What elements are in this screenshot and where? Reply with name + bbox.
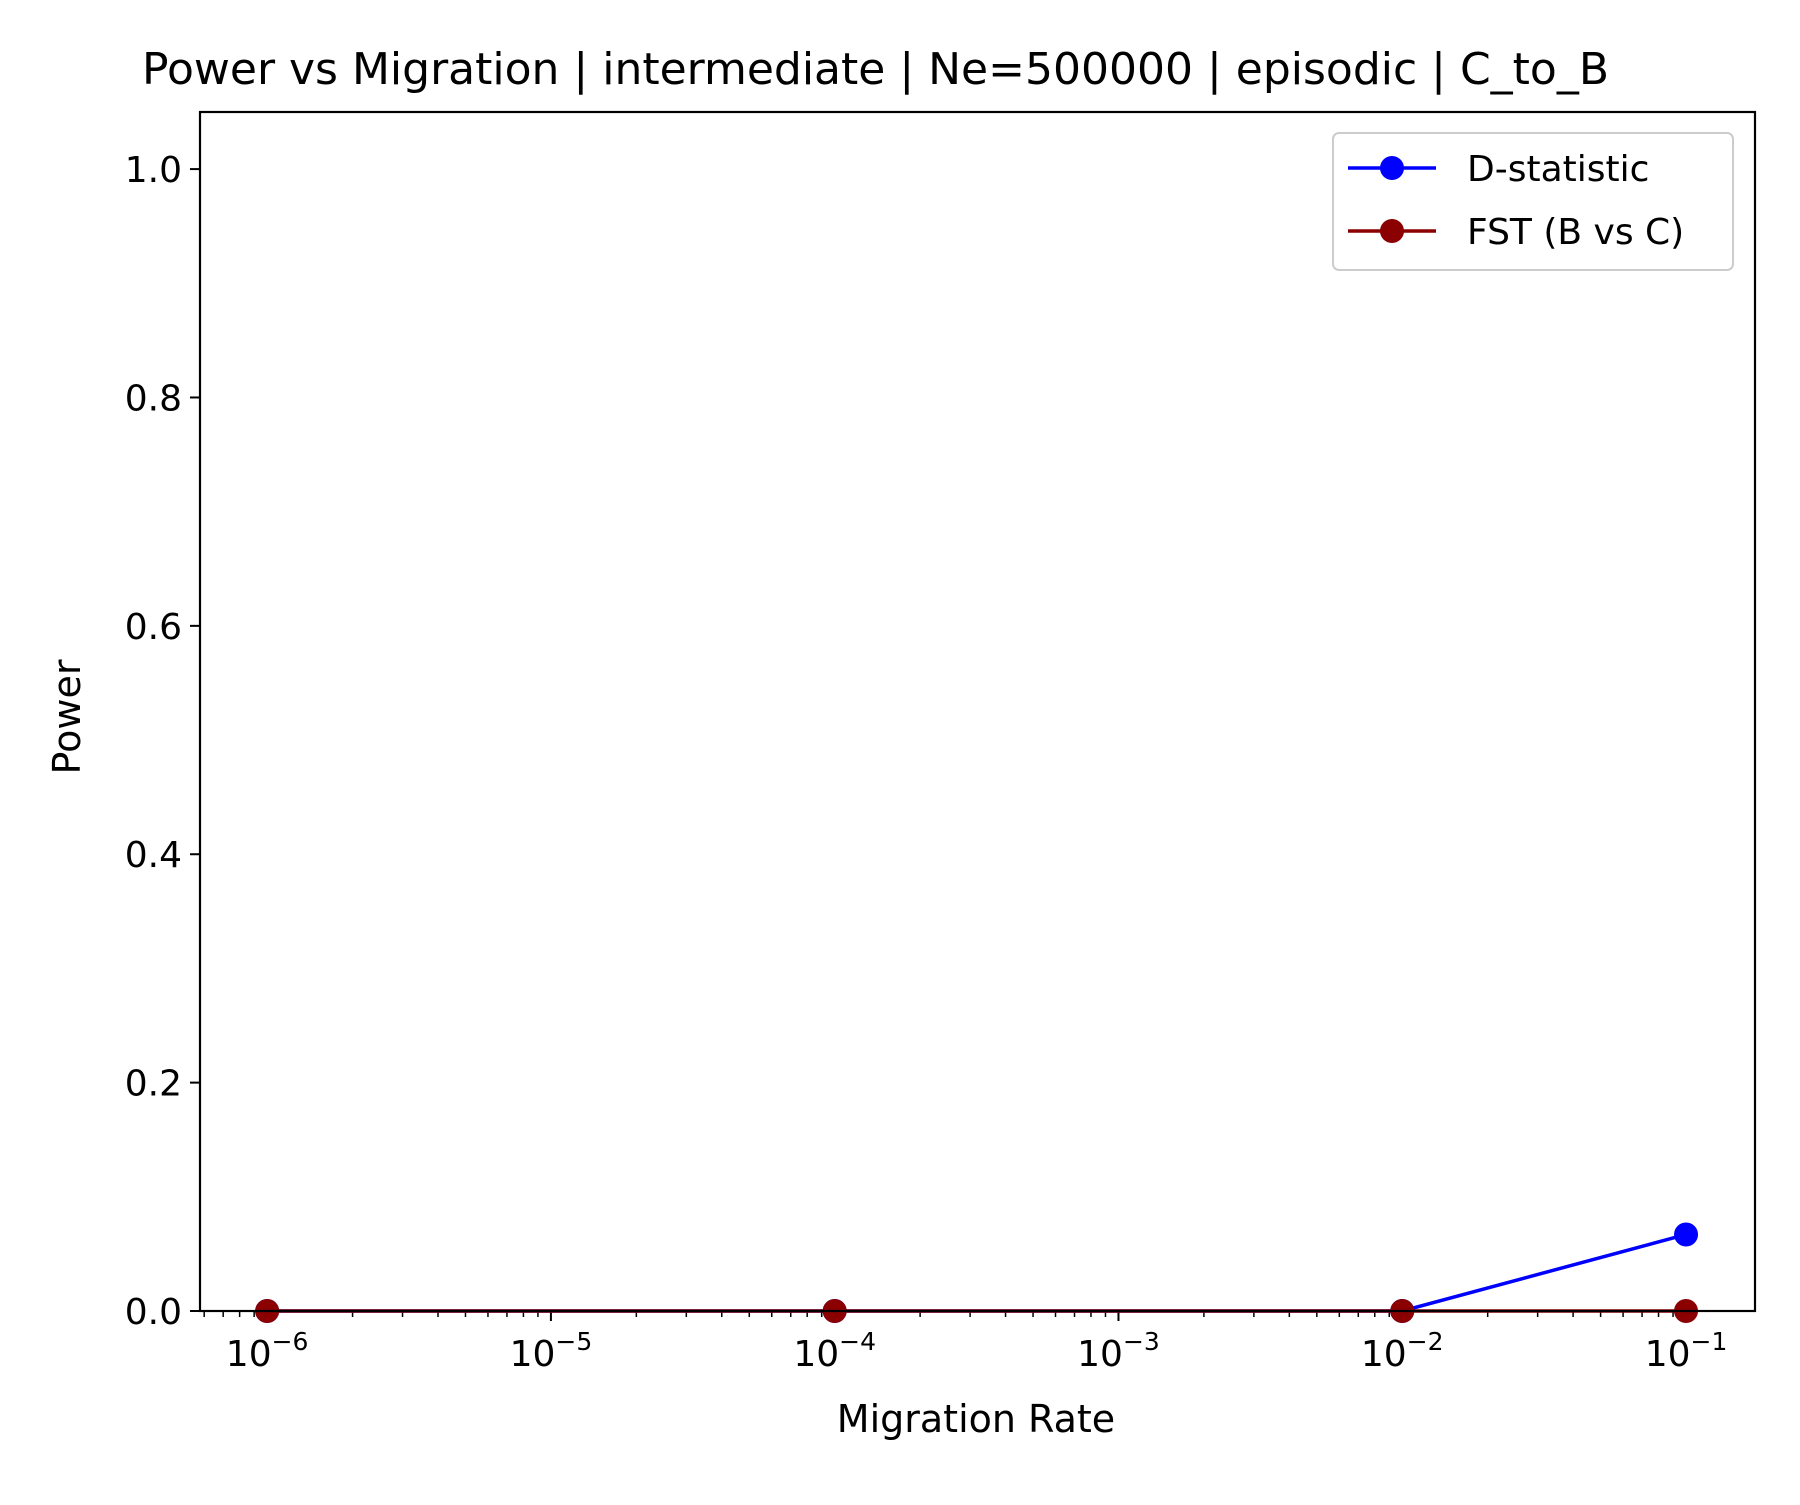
x-tick-label: 10−4 [793,1327,876,1375]
y-tick-label: 0.6 [125,607,182,648]
x-tick-label: 10−6 [226,1327,309,1375]
x-tick-label: 10−1 [1645,1327,1728,1375]
x-tick-label: 10−3 [1077,1327,1160,1375]
x-tick-label: 10−2 [1361,1327,1444,1375]
legend-label: D-statistic [1467,149,1649,190]
data-point [1674,1222,1699,1247]
x-axis-label: Migration Rate [837,1397,1115,1441]
legend-swatch-marker [1380,156,1404,180]
y-axis-label: Power [45,659,89,774]
chart-title: Power vs Migration | intermediate | Ne=5… [142,44,1609,95]
legend-swatch-marker [1380,219,1404,243]
y-tick-label: 0.4 [125,835,182,876]
axes-frame [198,110,1757,1313]
y-tick-label: 1.0 [125,150,182,191]
y-tick-label: 0.2 [125,1064,182,1105]
legend: D-statistic FST (B vs C) [1332,132,1734,271]
x-tick-label: 10−5 [510,1327,593,1375]
legend-label: FST (B vs C) [1467,212,1684,253]
plot-area: 0.0 0.2 0.4 0.6 0.8 1.0 10−6 10−5 10−4 10−3 10−2 10… [125,110,1757,1375]
y-tick-label: 0.0 [125,1292,182,1333]
y-tick-label: 0.8 [125,378,182,419]
